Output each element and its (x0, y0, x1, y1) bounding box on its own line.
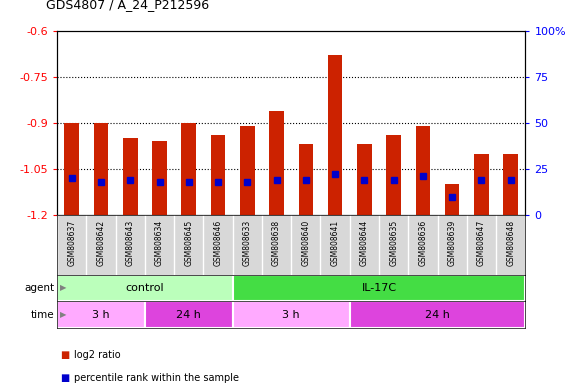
Bar (387, 135, 401, 215)
Bar (233, 275, 525, 301)
Text: ▶: ▶ (60, 310, 66, 319)
Text: 3 h: 3 h (92, 310, 110, 320)
Text: GSM808647: GSM808647 (477, 220, 486, 266)
Text: time: time (31, 310, 54, 320)
Text: GSM808644: GSM808644 (360, 220, 369, 266)
Text: GSM808643: GSM808643 (126, 220, 135, 266)
Text: ■: ■ (60, 350, 69, 360)
Text: GSM808639: GSM808639 (448, 220, 457, 266)
Bar (474, 154, 489, 215)
Text: ▶: ▶ (60, 283, 66, 293)
Text: GSM808645: GSM808645 (184, 220, 194, 266)
Text: GSM808638: GSM808638 (272, 220, 281, 266)
Text: 24 h: 24 h (425, 310, 450, 320)
Bar (152, 141, 167, 215)
Bar (94, 123, 108, 215)
Bar (240, 126, 255, 215)
Text: 24 h: 24 h (176, 310, 201, 320)
Text: GSM808641: GSM808641 (331, 220, 340, 266)
Bar (182, 123, 196, 215)
Bar (123, 138, 138, 215)
Bar (349, 301, 525, 328)
Text: GDS4807 / A_24_P212596: GDS4807 / A_24_P212596 (46, 0, 209, 12)
Text: IL-17C: IL-17C (361, 283, 397, 293)
Bar (270, 111, 284, 215)
Bar (299, 144, 313, 215)
Bar (65, 123, 79, 215)
Text: GSM808646: GSM808646 (214, 220, 223, 266)
Text: GSM808642: GSM808642 (96, 220, 106, 266)
Text: 3 h: 3 h (283, 310, 300, 320)
Text: GSM808636: GSM808636 (419, 220, 428, 266)
Bar (233, 301, 349, 328)
Text: log2 ratio: log2 ratio (74, 350, 121, 360)
Text: ■: ■ (60, 373, 69, 383)
Text: control: control (126, 283, 164, 293)
Text: GSM808635: GSM808635 (389, 220, 398, 266)
Text: GSM808634: GSM808634 (155, 220, 164, 266)
Bar (328, 55, 343, 215)
Bar (445, 184, 460, 215)
Bar (504, 154, 518, 215)
Bar (211, 135, 226, 215)
Text: percentile rank within the sample: percentile rank within the sample (74, 373, 239, 383)
Bar (57, 275, 233, 301)
Text: agent: agent (24, 283, 54, 293)
Bar (416, 126, 430, 215)
Text: GSM808637: GSM808637 (67, 220, 77, 266)
Text: GSM808640: GSM808640 (301, 220, 311, 266)
Bar (57, 301, 145, 328)
Bar (357, 144, 372, 215)
Text: GSM808633: GSM808633 (243, 220, 252, 266)
Text: GSM808648: GSM808648 (506, 220, 515, 266)
Bar (145, 301, 233, 328)
